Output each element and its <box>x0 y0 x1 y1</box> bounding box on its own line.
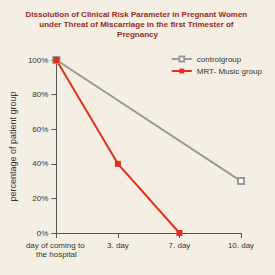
svg-text:controlgroup: controlgroup <box>197 55 242 64</box>
svg-text:3. day: 3. day <box>107 241 129 250</box>
svg-text:7. day: 7. day <box>169 241 191 250</box>
svg-text:day of coming to: day of coming to <box>26 241 87 250</box>
svg-text:MRT- Music group: MRT- Music group <box>197 67 263 76</box>
svg-text:100%: 100% <box>28 56 48 65</box>
svg-text:20%: 20% <box>32 194 48 203</box>
svg-text:Dissolution of Clinical Risk P: Dissolution of Clinical Risk Parameter i… <box>26 10 250 19</box>
svg-text:Pregnancy: Pregnancy <box>117 30 158 39</box>
svg-text:under Threat of Miscarriage in: under Threat of Miscarriage in the first… <box>39 20 236 29</box>
svg-text:10. day: 10. day <box>228 241 254 250</box>
svg-text:0%: 0% <box>37 229 49 238</box>
svg-text:80%: 80% <box>32 90 48 99</box>
svg-text:60%: 60% <box>32 125 48 134</box>
svg-text:the hospital: the hospital <box>36 250 77 259</box>
svg-text:percentage of patient group: percentage of patient group <box>8 91 18 201</box>
svg-text:40%: 40% <box>32 159 48 168</box>
